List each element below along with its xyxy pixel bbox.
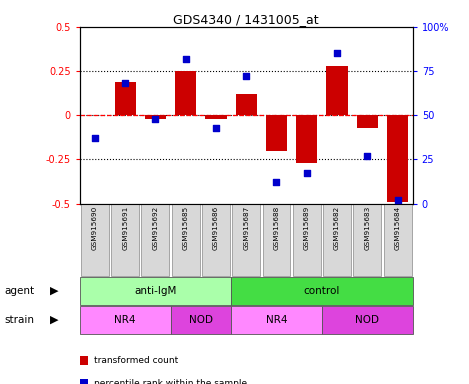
Text: GSM915684: GSM915684	[394, 206, 401, 250]
Bar	[111, 204, 139, 276]
Point	[182, 56, 189, 62]
Text: transformed count: transformed count	[94, 356, 178, 366]
Text: GSM915688: GSM915688	[273, 206, 280, 250]
Text: NOD: NOD	[189, 314, 213, 325]
Bar	[293, 204, 321, 276]
Bar	[142, 204, 169, 276]
Point	[212, 124, 219, 131]
Point	[273, 179, 280, 185]
Text: NOD: NOD	[356, 314, 379, 325]
Bar	[387, 115, 408, 202]
Point	[151, 116, 159, 122]
Text: GSM915692: GSM915692	[152, 206, 159, 250]
Text: anti-IgM: anti-IgM	[134, 286, 177, 296]
Bar	[323, 204, 351, 276]
Bar	[205, 115, 227, 119]
Point	[303, 170, 310, 177]
Bar	[175, 71, 196, 115]
Text: GSM915686: GSM915686	[213, 206, 219, 250]
Text: ▶: ▶	[50, 314, 58, 325]
Bar	[80, 306, 171, 333]
Bar	[171, 306, 231, 333]
Bar	[263, 204, 290, 276]
Bar	[357, 115, 378, 127]
Text: NR4: NR4	[266, 314, 287, 325]
Bar	[322, 306, 413, 333]
Point	[91, 135, 98, 141]
Bar	[114, 82, 136, 115]
Bar	[232, 204, 260, 276]
Text: GSM915690: GSM915690	[92, 206, 98, 250]
Text: percentile rank within the sample: percentile rank within the sample	[94, 379, 247, 384]
Bar	[235, 94, 257, 115]
Title: GDS4340 / 1431005_at: GDS4340 / 1431005_at	[174, 13, 319, 26]
Point	[363, 153, 371, 159]
Text: agent: agent	[5, 286, 35, 296]
Bar	[80, 277, 231, 305]
Bar	[202, 204, 230, 276]
Point	[394, 197, 401, 203]
Text: control: control	[304, 286, 340, 296]
Bar	[231, 277, 413, 305]
Text: ▶: ▶	[50, 286, 58, 296]
Bar	[266, 115, 287, 151]
Text: GSM915689: GSM915689	[304, 206, 310, 250]
Bar	[81, 204, 109, 276]
Bar	[326, 66, 348, 115]
Text: GSM915691: GSM915691	[122, 206, 128, 250]
Text: GSM915685: GSM915685	[183, 206, 189, 250]
Bar	[231, 306, 322, 333]
Bar	[172, 204, 200, 276]
Bar	[353, 204, 381, 276]
Text: GSM915683: GSM915683	[364, 206, 371, 250]
Bar	[384, 204, 411, 276]
Point	[333, 50, 341, 56]
Bar	[296, 115, 318, 163]
Text: GSM915687: GSM915687	[243, 206, 249, 250]
Point	[121, 80, 129, 86]
Bar	[145, 115, 166, 119]
Point	[242, 73, 250, 79]
Text: GSM915682: GSM915682	[334, 206, 340, 250]
Text: strain: strain	[5, 314, 35, 325]
Text: NR4: NR4	[114, 314, 136, 325]
